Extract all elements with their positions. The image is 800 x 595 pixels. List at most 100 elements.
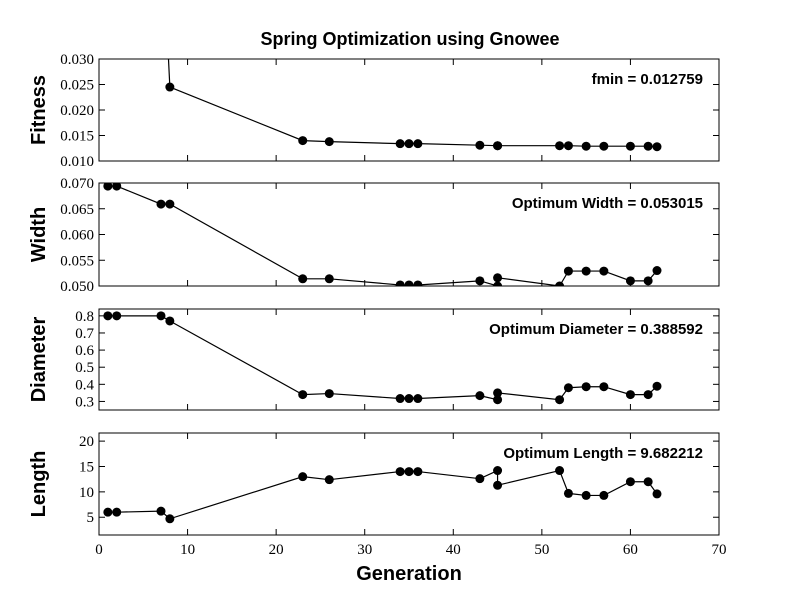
data-point [581,266,591,276]
y-tick-label: 10 [79,485,94,501]
y-tick-label: 0.3 [75,394,94,410]
data-point [599,382,609,392]
data-point [156,506,166,516]
axes-frame [98,58,720,162]
data-point [298,136,308,146]
data-point [625,390,635,400]
data-point [493,273,503,283]
data-point [156,311,166,321]
data-point [581,141,591,151]
y-tick-label: 0.055 [60,253,94,269]
plot-area [103,183,662,286]
data-point [652,489,662,499]
data-point [475,276,485,286]
data-point [324,274,334,284]
data-point [413,467,423,477]
data-point [581,382,591,392]
data-point [625,477,635,487]
annotation: Optimum Width = 0.053015 [512,195,703,212]
x-tick-label: 20 [269,542,284,558]
y-tick-label: 0.6 [75,343,94,359]
data-point [112,507,122,517]
axes-frame [98,308,720,411]
y-tick-label: 0.050 [60,279,94,295]
data-point [103,507,113,517]
data-point [555,141,565,151]
annotation: fmin = 0.012759 [592,71,703,88]
data-point [404,394,414,404]
x-tick-label: 0 [95,542,103,558]
data-point [599,141,609,151]
data-point [324,475,334,485]
data-point [413,394,423,404]
series-line [107,469,658,520]
plot-area [165,59,662,152]
data-point [493,141,503,151]
series-line [167,59,658,148]
data-point [413,280,423,286]
data-point [298,390,308,400]
y-tick-label: 0.060 [60,228,94,244]
data-point [324,389,334,399]
y-tick-label: 0.5 [75,360,94,376]
y-tick-label: 20 [79,434,94,450]
y-axis-label: Length [28,451,50,518]
data-point [103,311,113,321]
y-tick-label: 0.025 [60,78,94,94]
data-point [395,280,405,286]
y-axis-label: Diameter [28,316,50,402]
data-point [165,316,175,326]
plot-area [103,466,662,524]
data-point [652,266,662,276]
data-point [625,276,635,286]
data-point [555,466,565,476]
data-point [563,266,573,276]
x-tick-label: 70 [712,542,727,558]
data-point [404,280,414,286]
y-tick-label: 0.030 [60,52,94,68]
data-point [493,480,503,490]
data-point [493,281,503,286]
data-point [413,139,423,149]
data-point [395,467,405,477]
data-point [112,311,122,321]
data-point [643,477,653,487]
data-point [165,199,175,209]
y-tick-label: 0.015 [60,129,94,145]
data-point [599,266,609,276]
data-point [103,183,113,191]
data-point [581,490,591,500]
y-axis-label: Width [28,207,50,262]
x-tick-label: 50 [534,542,549,558]
y-tick-label: 0.4 [75,377,94,393]
data-point [652,381,662,391]
data-point [652,142,662,152]
data-point [625,141,635,151]
data-point [475,474,485,484]
data-point [324,137,334,147]
data-point [599,490,609,500]
y-tick-label: 0.070 [60,176,94,192]
data-point [298,472,308,482]
x-tick-label: 60 [623,542,638,558]
data-point [643,276,653,286]
data-point [156,199,166,209]
data-point [475,391,485,401]
data-point [563,141,573,151]
data-point [404,467,414,477]
data-point [404,139,414,149]
annotation: Optimum Length = 9.682212 [503,445,703,462]
data-point [643,390,653,400]
data-point [643,141,653,151]
data-point [165,514,175,524]
x-axis-label: Generation [356,563,462,585]
data-point [165,82,175,92]
y-tick-label: 0.065 [60,202,94,218]
x-tick-label: 10 [180,542,195,558]
data-point [555,395,565,405]
data-point [112,183,122,191]
y-tick-label: 5 [87,510,95,526]
data-point [298,274,308,284]
annotation: Optimum Diameter = 0.388592 [489,321,703,338]
